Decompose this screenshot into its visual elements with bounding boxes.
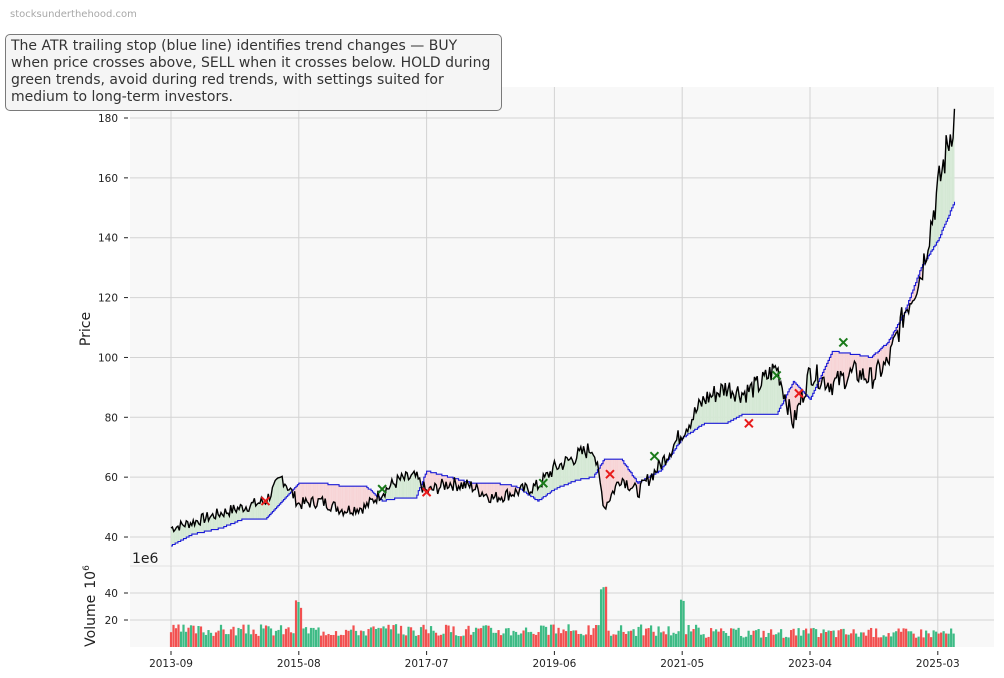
x-tick-label: 2019-06: [532, 658, 576, 670]
buy-marker: [377, 484, 387, 494]
x-ticks: 2013-09 2015-08 2017-07 2019-06 2021-05 2023-…: [149, 651, 960, 670]
price-axis-label: Price: [78, 312, 94, 346]
signal-markers: [260, 337, 849, 506]
sell-marker: [744, 418, 754, 428]
volume-bars: [169, 586, 955, 647]
price-grid: [130, 87, 994, 566]
trend-fills: [171, 108, 955, 546]
buy-marker: [649, 451, 660, 461]
price-plot-area: [130, 87, 994, 566]
sell-marker: [421, 487, 432, 497]
sell-marker: [260, 496, 271, 506]
price-tick-label: 40: [105, 532, 118, 544]
price-tick-label: 120: [98, 293, 118, 305]
x-tick-label: 2015-08: [277, 658, 321, 670]
annotation-box: The ATR trailing stop (blue line) identi…: [5, 34, 502, 111]
price-tick-label: 160: [98, 173, 118, 185]
volume-tick-label: 20: [105, 615, 118, 627]
buy-marker: [538, 478, 548, 488]
price-tick-label: 100: [98, 352, 118, 364]
x-tick-label: 2021-05: [660, 658, 704, 670]
volume-tick-label: 40: [105, 588, 118, 600]
x-tick-label: 2025-03: [916, 658, 960, 670]
volume-scale-label: 1e6: [132, 551, 159, 567]
price-tick-label: 60: [105, 472, 118, 484]
buy-marker: [771, 370, 782, 381]
price-tick-label: 80: [105, 412, 118, 424]
sell-marker: [605, 469, 615, 479]
x-tick-label: 2013-09: [149, 658, 193, 670]
x-tick-label: 2023-04: [788, 658, 832, 670]
price-line: [170, 108, 956, 533]
price-y-ticks: 40 60 80 100 120 140 160 180: [98, 113, 128, 544]
x-tick-label: 2017-07: [405, 658, 449, 670]
watermark: stocksunderthehood.com: [10, 9, 137, 20]
sell-marker: [794, 388, 804, 399]
volume-axis-label: Volume106: [82, 565, 99, 647]
price-tick-label: 140: [98, 233, 118, 245]
price-tick-label: 180: [98, 113, 118, 125]
atr-stop-line: [171, 201, 956, 547]
buy-marker: [838, 337, 849, 348]
price-panel: 40 60 80 100 120 140 160 180 Price: [78, 87, 994, 566]
